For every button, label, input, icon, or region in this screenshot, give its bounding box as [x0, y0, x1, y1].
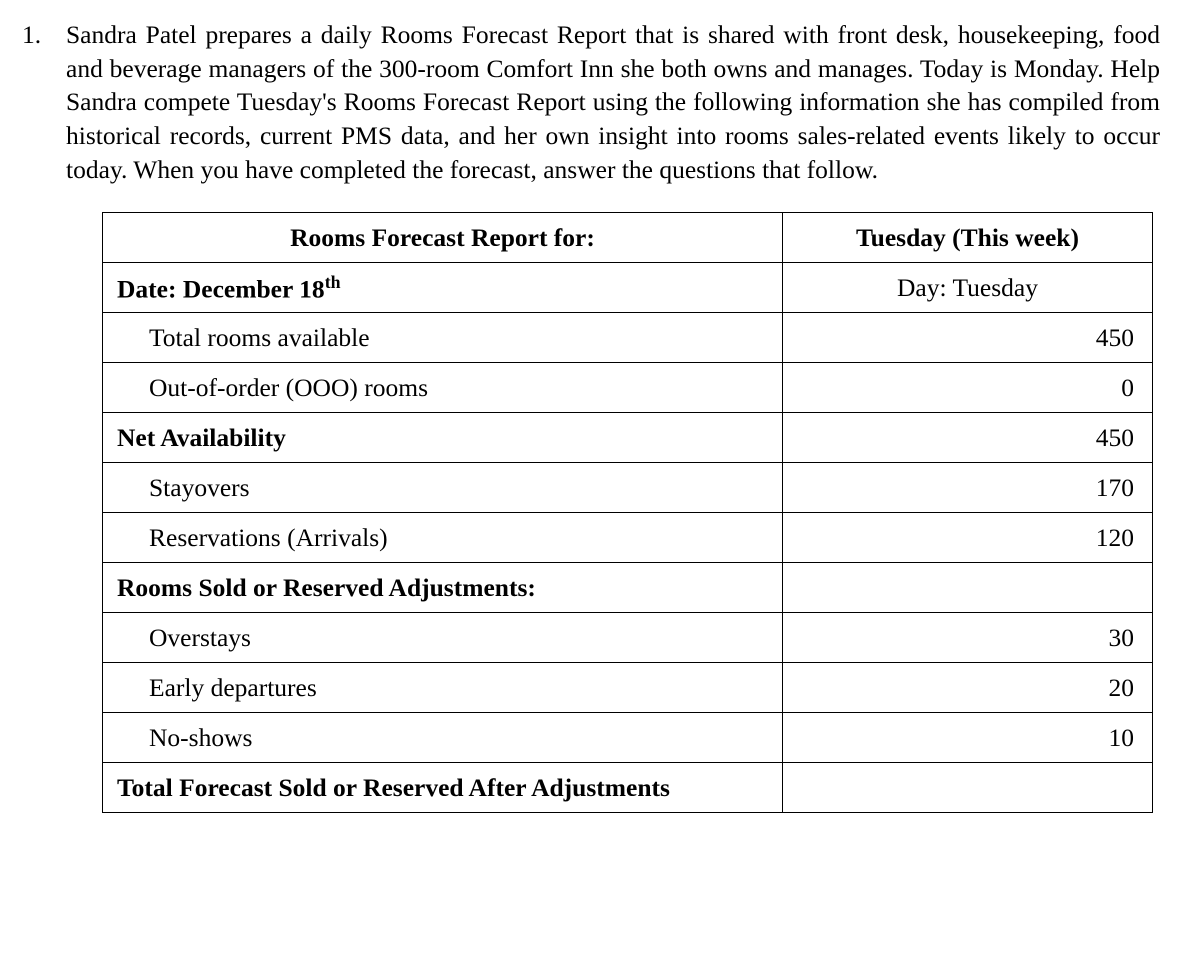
- row-label: Early departures: [103, 663, 783, 713]
- question-text: Sandra Patel prepares a daily Rooms Fore…: [66, 18, 1160, 186]
- table-row: Overstays30: [103, 613, 1153, 663]
- question-number: 1.: [20, 18, 66, 52]
- row-label: Rooms Sold or Reserved Adjustments:: [103, 563, 783, 613]
- table-row: Reservations (Arrivals)120: [103, 513, 1153, 563]
- row-label: Overstays: [103, 613, 783, 663]
- row-label: Net Availability: [103, 413, 783, 463]
- header-left-cell: Rooms Forecast Report for:: [103, 213, 783, 263]
- page: 1. Sandra Patel prepares a daily Rooms F…: [0, 0, 1200, 813]
- row-value: 10: [783, 713, 1153, 763]
- table-row: No-shows10: [103, 713, 1153, 763]
- row-value: 450: [783, 313, 1153, 363]
- forecast-table-wrap: Rooms Forecast Report for: Tuesday (This…: [102, 212, 1152, 813]
- row-value: 30: [783, 613, 1153, 663]
- row-value: 170: [783, 463, 1153, 513]
- table-row: Stayovers170: [103, 463, 1153, 513]
- forecast-table-body: Rooms Forecast Report for: Tuesday (This…: [103, 213, 1153, 813]
- day-cell: Day: Tuesday: [783, 263, 1153, 313]
- row-label: Total rooms available: [103, 313, 783, 363]
- question-block: 1. Sandra Patel prepares a daily Rooms F…: [20, 18, 1160, 186]
- table-header-row: Rooms Forecast Report for: Tuesday (This…: [103, 213, 1153, 263]
- row-label: Out-of-order (OOO) rooms: [103, 363, 783, 413]
- row-value: [783, 563, 1153, 613]
- row-label: Reservations (Arrivals): [103, 513, 783, 563]
- row-label: Stayovers: [103, 463, 783, 513]
- row-value: 20: [783, 663, 1153, 713]
- table-row: Out-of-order (OOO) rooms0: [103, 363, 1153, 413]
- table-row: Total Forecast Sold or Reserved After Ad…: [103, 763, 1153, 813]
- table-row: Total rooms available450: [103, 313, 1153, 363]
- table-row: Early departures20: [103, 663, 1153, 713]
- date-cell: Date: December 18th: [103, 263, 783, 313]
- table-date-row: Date: December 18th Day: Tuesday: [103, 263, 1153, 313]
- table-row: Net Availability450: [103, 413, 1153, 463]
- row-value: [783, 763, 1153, 813]
- row-value: 450: [783, 413, 1153, 463]
- header-right-cell: Tuesday (This week): [783, 213, 1153, 263]
- row-label: Total Forecast Sold or Reserved After Ad…: [103, 763, 783, 813]
- row-value: 0: [783, 363, 1153, 413]
- table-row: Rooms Sold or Reserved Adjustments:: [103, 563, 1153, 613]
- forecast-table: Rooms Forecast Report for: Tuesday (This…: [102, 212, 1153, 813]
- row-value: 120: [783, 513, 1153, 563]
- row-label: No-shows: [103, 713, 783, 763]
